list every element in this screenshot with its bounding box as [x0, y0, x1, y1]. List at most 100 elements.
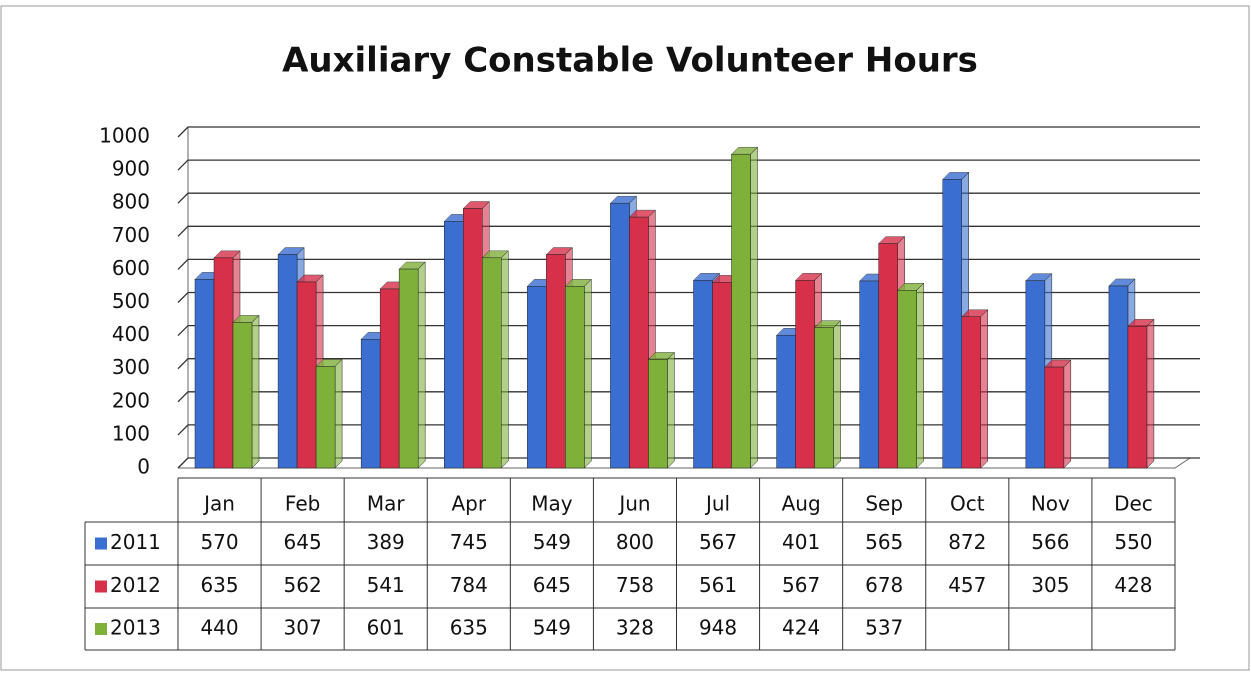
grid-line: [177, 159, 1200, 171]
table-value: 635: [200, 573, 238, 597]
bar: [444, 221, 464, 469]
y-tick-label: 100: [112, 421, 150, 445]
bar: [398, 268, 419, 469]
table-value: 567: [699, 530, 737, 554]
table-value: 562: [284, 573, 322, 597]
x-tick-label: Mar: [367, 492, 406, 516]
bar: [610, 202, 630, 469]
y-tick-label: 600: [112, 256, 150, 280]
bar: [482, 257, 502, 469]
bar: [961, 316, 981, 469]
table-value: 601: [367, 616, 405, 640]
bar: [232, 322, 253, 469]
bar: [360, 338, 381, 469]
x-tick-label: Feb: [285, 492, 320, 516]
x-tick-label: Jun: [617, 492, 650, 516]
y-tick-label: 0: [137, 455, 150, 479]
table-value: 550: [1114, 530, 1152, 554]
legend-swatch: [95, 537, 107, 550]
bar: [565, 286, 585, 469]
y-tick-label: 400: [112, 322, 150, 346]
legend-label: 2011: [110, 530, 161, 554]
bar: [194, 279, 215, 469]
table-value: 549: [533, 616, 571, 640]
x-tick-label: Aug: [782, 492, 821, 516]
table-value: 872: [948, 530, 986, 554]
bar: [731, 153, 751, 469]
bar-side: [334, 358, 343, 469]
bar: [379, 288, 400, 469]
bar: [712, 282, 732, 469]
bar: [897, 290, 917, 469]
bar: [814, 327, 834, 469]
chart-title: Auxiliary Constable Volunteer Hours: [282, 41, 978, 81]
table-value: 401: [782, 530, 820, 554]
table-value: 645: [533, 573, 571, 597]
bar-side: [584, 278, 592, 469]
bar: [213, 257, 234, 469]
bar: [648, 359, 668, 469]
table-value: 645: [284, 530, 322, 554]
table-value: 307: [284, 616, 322, 640]
bar: [277, 254, 298, 469]
bar: [942, 179, 962, 469]
table-value: 305: [1031, 573, 1069, 597]
axis-floor: [178, 457, 1191, 469]
y-tick-label: 900: [112, 157, 150, 181]
x-tick-label: Apr: [451, 492, 486, 516]
table-value: 328: [616, 616, 654, 640]
table-value: 570: [200, 530, 238, 554]
table-value: 565: [865, 530, 903, 554]
table-value: 566: [1031, 530, 1069, 554]
bar: [315, 366, 336, 469]
y-tick-label: 800: [112, 190, 150, 214]
table-value: 635: [450, 616, 488, 640]
legend-label: 2012: [110, 573, 161, 597]
legend-swatch: [95, 623, 107, 635]
x-tick-label: Oct: [950, 492, 985, 516]
legend-label: 2013: [110, 616, 161, 640]
bar-side: [750, 146, 758, 469]
bar: [859, 280, 879, 469]
bar: [693, 280, 713, 469]
bar: [1108, 285, 1129, 469]
bar: [546, 254, 566, 469]
bar-side: [501, 250, 509, 469]
table-value: 549: [533, 530, 571, 554]
grid-line: [177, 225, 1200, 237]
y-tick-label: 1000: [99, 124, 150, 148]
table-value: 537: [865, 616, 903, 640]
y-tick-label: 700: [112, 223, 150, 247]
bar-side: [833, 320, 841, 469]
bar-side: [980, 309, 988, 469]
bar: [1025, 280, 1046, 469]
x-tick-label: Nov: [1031, 492, 1070, 516]
table-value: 541: [367, 573, 405, 597]
bar-side: [1063, 359, 1072, 469]
bar: [878, 243, 898, 469]
table-value: 784: [450, 573, 488, 597]
bar-side: [1146, 318, 1155, 469]
x-tick-label: May: [531, 492, 573, 516]
bar: [1127, 326, 1148, 469]
y-tick-label: 500: [112, 289, 150, 313]
x-tick-label: Dec: [1114, 492, 1153, 516]
table-value: 948: [699, 616, 737, 640]
table-value: 440: [200, 616, 238, 640]
bar-side: [251, 314, 260, 469]
bar: [1044, 366, 1065, 469]
bar: [776, 335, 796, 469]
grid-line: [177, 126, 1200, 138]
legend-swatch: [95, 580, 107, 593]
table-value: 428: [1114, 573, 1152, 597]
bar: [629, 216, 649, 469]
table-value: 745: [450, 530, 488, 554]
table-value: 567: [782, 573, 820, 597]
bar: [463, 208, 483, 469]
grid-line: [177, 192, 1200, 204]
x-tick-label: Sep: [865, 492, 903, 516]
table-value: 561: [699, 573, 737, 597]
y-tick-label: 200: [112, 388, 150, 412]
table-value: 424: [782, 616, 820, 640]
